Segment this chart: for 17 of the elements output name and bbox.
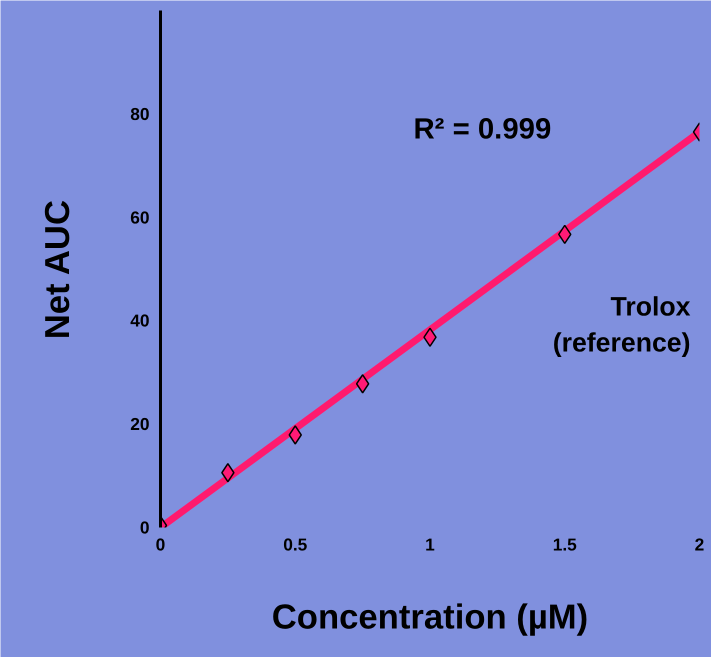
x-tick-label: 0.5: [283, 534, 308, 554]
y-tick-label: 80: [130, 104, 150, 124]
annotation: Trolox (reference): [552, 292, 691, 358]
x-tick-label: 1: [425, 534, 436, 554]
y-axis-title: Net AUC: [39, 200, 78, 340]
y-tick-label: 60: [130, 207, 150, 228]
y-tick-label: 20: [130, 414, 150, 434]
annotation: R² = 0.999: [414, 112, 552, 146]
point: [221, 462, 235, 482]
y-tick-label: 0: [140, 518, 150, 538]
x-axis-title: Concentration (µM): [272, 598, 588, 636]
x-tick-label: 1.5: [552, 534, 578, 554]
point: [423, 327, 437, 347]
point: [356, 374, 370, 394]
x-tick-label: 0: [156, 534, 166, 554]
y-tick-label: 40: [130, 310, 150, 331]
x-tick-label: 2: [694, 534, 704, 554]
